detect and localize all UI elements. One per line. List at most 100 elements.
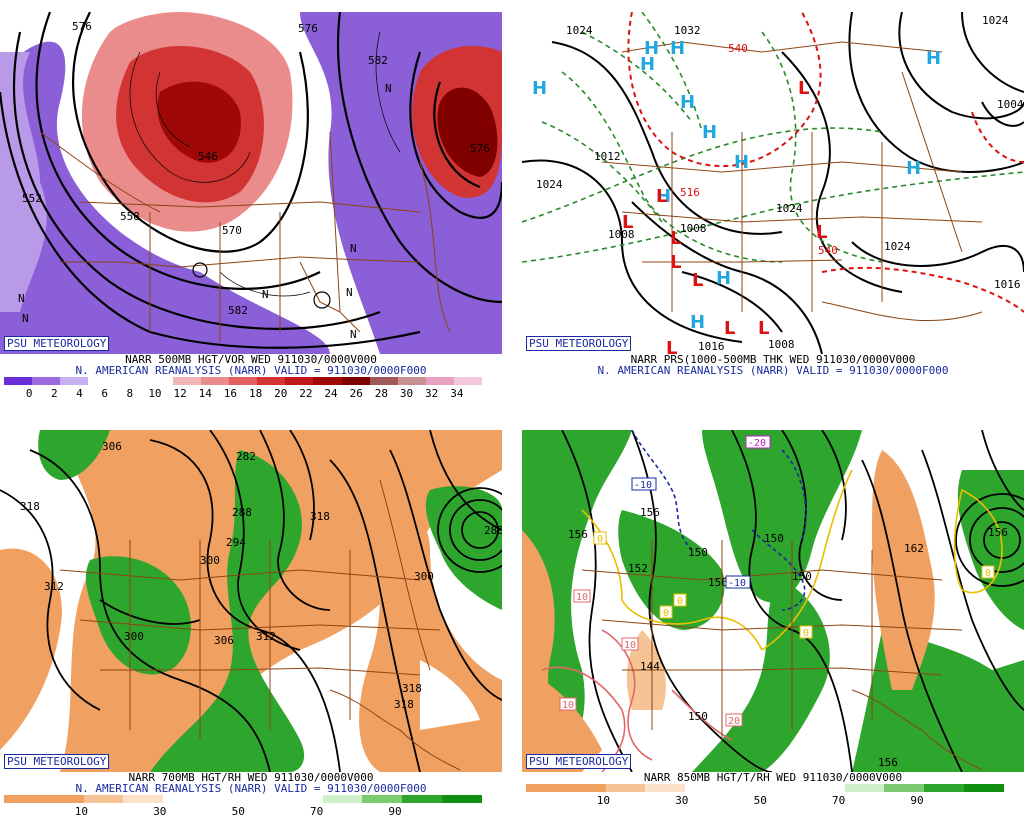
colorbar-swatch (844, 784, 885, 792)
colorbar-tick-label: 50 (753, 794, 767, 807)
colorbar-tick-label: 70 (831, 794, 846, 807)
isobar-label: 1016 (994, 278, 1021, 291)
temperature-label: 10 (624, 640, 636, 651)
panel-subtitle: N. AMERICAN REANALYSIS (NARR) VALID = 91… (597, 364, 949, 377)
colorbar-tick-label: 28 (374, 387, 388, 400)
panel-pressure-thickness: 1024 1032 540 1024 1012 516 1008 1008 10… (522, 0, 1024, 398)
colorbar-swatch (565, 784, 606, 792)
height-label: 150 (764, 532, 784, 545)
isobar-label: 1004 (997, 98, 1024, 111)
colorbar-tick-label: 10 (596, 794, 611, 807)
height-label: 156 (988, 526, 1008, 539)
low-pressure-marker: L (816, 222, 827, 243)
height-label: 300 (414, 570, 434, 583)
high-pressure-marker: H (644, 38, 659, 59)
contour-label: 558 (120, 210, 140, 223)
temperature-label: 10 (562, 700, 574, 711)
colorbar-swatch (362, 795, 403, 803)
vorticity-marker: N (350, 242, 357, 255)
colorbar-tick-label: 6 (101, 387, 108, 400)
vorticity-marker: N (346, 286, 353, 299)
rh-colorbar (526, 784, 1004, 792)
colorbar-tick-label: 90 (388, 805, 402, 818)
high-pressure-marker: H (926, 48, 941, 69)
panel-subtitle: N. AMERICAN REANALYSIS (NARR) VALID = 91… (75, 782, 427, 795)
colorbar-swatch (884, 784, 925, 792)
colorbar-swatch (282, 795, 323, 803)
colorbar-swatch (425, 377, 454, 385)
psu-meteorology-badge: PSU METEOROLOGY (4, 336, 110, 351)
psu-meteorology-badge: PSU METEOROLOGY (526, 754, 632, 769)
low-pressure-marker: L (724, 318, 735, 339)
isobar-label: 1012 (594, 150, 621, 163)
colorbar-tick-label: 14 (198, 387, 212, 400)
thickness-label: 540 (728, 42, 748, 55)
contour-label: 576 (470, 142, 490, 155)
high-pressure-marker: H (670, 38, 685, 59)
vorticity-marker: N (262, 288, 269, 301)
colorbar-swatch (526, 784, 566, 792)
rh-colorbar (4, 795, 482, 803)
low-pressure-marker: L (670, 228, 681, 249)
low-pressure-marker: L (798, 78, 809, 99)
colorbar-swatch (402, 795, 443, 803)
height-label: 318 (394, 698, 414, 711)
isobar-label: 1024 (776, 202, 803, 215)
height-label: 300 (124, 630, 144, 643)
psu-meteorology-badge: PSU METEOROLOGY (4, 754, 110, 769)
isobar-label: 1024 (566, 24, 593, 37)
colorbar-tick-label: 4 (76, 387, 83, 400)
low-pressure-marker: L (670, 252, 681, 273)
colorbar-tick-label: 10 (74, 805, 89, 818)
contour-label: 582 (228, 304, 248, 317)
temperature-label: 0 (803, 628, 809, 639)
colorbar-tick-label: 0 (25, 387, 33, 400)
colorbar-swatch (725, 784, 765, 792)
colorbar-swatch (203, 795, 243, 803)
isobar-label: 1024 (982, 14, 1009, 27)
height-label: 318 (20, 500, 40, 513)
height-label: 306 (214, 634, 234, 647)
isobar-label: 1008 (608, 228, 635, 241)
isobar-label: 1008 (680, 222, 707, 235)
temperature-label: 0 (663, 608, 669, 619)
high-pressure-marker: H (640, 54, 655, 75)
high-pressure-marker: H (716, 268, 731, 289)
contour-label: 576 (72, 20, 92, 33)
colorbar-tick-label: 16 (223, 387, 238, 400)
colorbar-swatch (116, 377, 145, 385)
low-pressure-marker: L (692, 270, 703, 291)
height-label: 162 (904, 542, 924, 555)
colorbar-swatch (60, 377, 89, 385)
colorbar-tick-label: 18 (248, 387, 263, 400)
colorbar-swatch (313, 377, 342, 385)
vorticity-marker: N (18, 292, 25, 305)
thickness-label: 516 (680, 186, 700, 199)
colorbar-swatch (341, 377, 370, 385)
colorbar-tick-label: 2 (51, 387, 58, 400)
height-label: 156 (568, 528, 588, 541)
colorbar-swatch (83, 795, 124, 803)
vorticity-marker: N (22, 312, 29, 325)
height-label: 312 (44, 580, 64, 593)
panel-850mb-temp-rh: 156 152 156 150 156 150 144 150 156 162 … (522, 418, 1024, 816)
temperature-label: -20 (748, 438, 766, 449)
low-pressure-marker: L (622, 212, 633, 233)
map-500mb: 576 552 576 582 546 558 570 582 576 N N … (0, 12, 502, 354)
contour-label: 552 (22, 192, 42, 205)
temperature-label: 10 (576, 592, 588, 603)
low-pressure-marker: L (758, 318, 769, 339)
height-label: 318 (402, 682, 422, 695)
high-pressure-marker: H (680, 92, 695, 113)
high-pressure-marker: H (906, 158, 921, 179)
colorbar-swatch (924, 784, 965, 792)
map-pressure-thickness: 1024 1032 540 1024 1012 516 1008 1008 10… (522, 12, 1024, 354)
colorbar-swatch (4, 795, 44, 803)
temperature-label: 0 (597, 534, 603, 545)
colorbar-swatch (88, 377, 117, 385)
colorbar-swatch (804, 784, 845, 792)
colorbar-tick-label: 24 (324, 387, 338, 400)
high-pressure-marker: H (532, 78, 547, 99)
colorbar-swatch (322, 795, 363, 803)
height-label: 288 (232, 506, 252, 519)
